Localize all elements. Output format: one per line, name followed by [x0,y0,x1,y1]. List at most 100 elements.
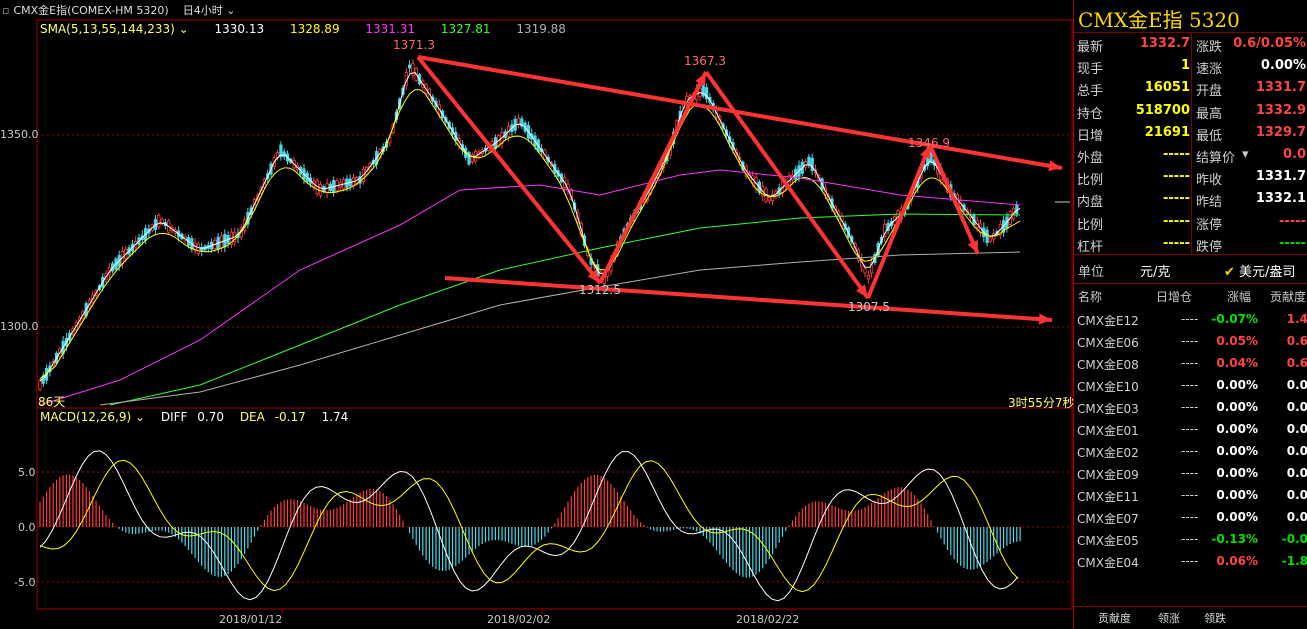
quote-left-value: 1 [1180,58,1190,74]
wave-arrow-head [967,240,978,254]
sma5-line [39,71,1021,382]
day-count-label: 86天 [38,395,66,409]
unit-alt-option[interactable]: ✔ 美元/盎司 [1224,261,1295,280]
tab-lead-up[interactable]: 领涨 [1158,612,1180,625]
tab-lead-down[interactable]: 领跌 [1204,612,1226,625]
candle-body [705,87,709,100]
col-header-contrib[interactable]: 贡献度 [1270,290,1307,304]
quote-right-value: ----- [1279,213,1306,229]
contract-name: CMX金E06 [1077,336,1139,350]
contract-add: ---- [1181,554,1199,568]
quote-title: CMX金E指 5320 [1078,8,1240,32]
candle-body [771,193,775,202]
candle-body [467,152,471,165]
table-row[interactable]: CMX金E04 ---- 0.06% -1.8 [1074,551,1307,573]
period-selector[interactable]: 日4小时 ⌄ [183,2,236,18]
unit-value[interactable]: 元/克 [1140,265,1171,280]
contract-contribution: 1.4 [1286,312,1307,326]
quote-left-value: ----- [1163,213,1190,229]
sma13-line [39,89,1021,380]
quote-left-label: 内盘 [1077,195,1104,211]
macd-value: 1.74 [321,410,349,424]
contract-change: 0.06% [1216,554,1258,568]
table-row[interactable]: CMX金E09 ---- 0.00% 0.0 [1074,463,1307,485]
macd-label[interactable]: MACD(12,26,9) ⌄ [40,410,146,424]
quote-right-label: 最高 [1196,106,1223,122]
contract-name: CMX金E05 [1077,534,1139,548]
trend-arrow-upper-head [1048,160,1062,172]
candle-body [388,137,392,144]
table-row[interactable]: CMX金E06 ---- 0.05% 0.6 [1074,331,1307,353]
contract-contribution: -0.0 [1281,532,1307,546]
trend-arrow-lower-head [1038,313,1052,325]
quote-right-label: 开盘 [1196,84,1223,100]
table-row[interactable]: CMX金E03 ---- 0.00% 0.0 [1074,397,1307,419]
annotation-low1: 1312.5 [579,283,621,297]
candle-body [988,237,993,242]
quote-right-label[interactable]: 结算价 [1196,151,1236,166]
contract-contribution: 0.0 [1286,488,1307,502]
contract-name: CMX金E03 [1077,402,1139,416]
col-header-chg[interactable]: 涨幅 [1227,290,1252,304]
chart-area[interactable]: ▫ CMX金E指(COMEX-HM 5320) 日4小时 ⌄ SMA(5,13,… [0,0,1075,629]
quote-left-label: 日增 [1077,128,1104,144]
table-row[interactable]: CMX金E07 ---- 0.00% 0.0 [1074,507,1307,529]
contract-name: CMX金E01 [1077,424,1139,438]
chevron-down-icon[interactable]: ▾ [1242,147,1249,162]
date-tick-0112: 2018/01/12 [219,613,283,626]
quote-right-label: 昨结 [1196,195,1223,211]
contract-name: CMX金E09 [1077,468,1139,482]
table-row[interactable]: CMX金E02 ---- 0.00% 0.0 [1074,441,1307,463]
quote-left-value: ----- [1163,169,1190,185]
candle-body [196,243,200,254]
quote-right-label: 涨停 [1196,217,1223,233]
contract-name: CMX金E12 [1077,314,1139,328]
quote-left-value: 1332.7 [1139,36,1190,51]
sma-label[interactable]: SMA(5,13,55,144,233) ⌄ [40,22,189,36]
annotation-low2: 1307.5 [848,300,890,314]
col-header-name[interactable]: 名称 [1078,290,1103,304]
candle-body [282,151,286,157]
price-tick-1350: 1350.0 [0,128,39,141]
period-label: 日4小时 [182,4,223,17]
contract-add: ---- [1181,356,1199,370]
divider [1074,283,1307,284]
kline-chart[interactable] [0,0,1073,629]
diff-label: DIFF [160,410,188,424]
quote-left-label: 比例 [1077,217,1104,233]
quote-right-value: 1331.7 [1255,80,1306,96]
table-row[interactable]: CMX金E05 ---- -0.13% -0.0 [1074,529,1307,551]
trend-arrow-upper [417,55,1063,170]
wave-arrow-head [920,145,931,159]
contract-change: 0.00% [1216,378,1258,392]
tab-contrib[interactable]: 贡献度 [1098,612,1131,625]
candle-body [767,197,771,202]
candle-body [866,274,870,280]
trend-arrow-lower [444,276,1053,322]
quote-right-value: 1331.7 [1255,169,1306,185]
contract-name: CMX金E10 [1077,380,1139,394]
contract-name: CMX金E02 [1077,446,1139,460]
col-header-add[interactable]: 日增仓 [1156,290,1193,304]
symbol-label[interactable]: CMX金E指(COMEX-HM 5320) [13,4,169,17]
table-row[interactable]: CMX金E10 ---- 0.00% 0.0 [1074,375,1307,397]
sma-value-13: 1328.89 [289,22,340,36]
candle-body [160,218,164,225]
wave-arrow-head [695,72,706,86]
wave-arrow [928,144,980,255]
contract-add: ---- [1181,444,1199,458]
table-row[interactable]: CMX金E12 ---- -0.07% 1.4 [1074,309,1307,331]
check-icon: ✔ [1224,265,1235,280]
macd-tick-0: 0.0 [18,521,36,534]
annotation-peak2: 1367.3 [684,54,726,68]
sma-value-233: 1319.88 [516,22,566,36]
contract-change: 0.00% [1216,510,1258,524]
table-row[interactable]: CMX金E11 ---- 0.00% 0.0 [1074,485,1307,507]
table-row[interactable]: CMX金E01 ---- 0.00% 0.0 [1074,419,1307,441]
quote-left-value: 21691 [1144,124,1190,140]
contract-contribution: -1.8 [1281,554,1307,568]
contract-add: ---- [1181,312,1199,326]
menu-icon[interactable]: ▫ [2,3,10,17]
table-row[interactable]: CMX金E08 ---- 0.04% 0.6 [1074,353,1307,375]
contract-name: CMX金E04 [1077,556,1139,570]
